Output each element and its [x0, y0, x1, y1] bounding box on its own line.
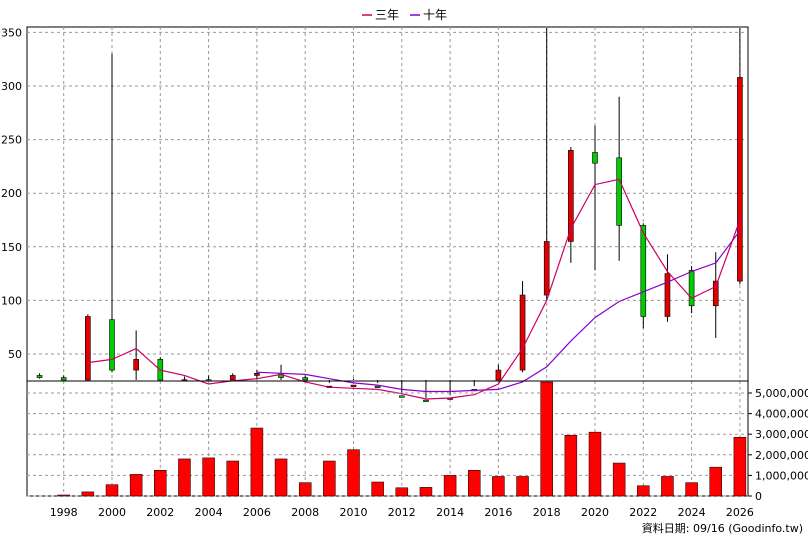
volume-bar: [443, 475, 457, 497]
year-tick-label: 2016: [484, 506, 512, 519]
volume-bar: [226, 460, 239, 497]
volume-bar: [371, 481, 384, 497]
candle-body-up: [133, 359, 139, 371]
volume-bar: [347, 449, 360, 497]
candle-body-up: [495, 369, 502, 381]
candle-body-up: [543, 241, 550, 296]
volume-bar: [492, 476, 505, 497]
candle-body-up: [519, 294, 526, 371]
ma-10y-line: [256, 230, 741, 393]
candle-body-up: [712, 280, 719, 307]
volume-tick-label: 0: [755, 490, 762, 503]
volume-bar: [419, 487, 433, 497]
volume-bar: [154, 470, 167, 497]
volume-bar: [298, 482, 312, 497]
volume-bar: [178, 458, 191, 497]
year-tick-label: 2002: [146, 506, 174, 519]
volume-bar: [274, 458, 288, 497]
volume-bar: [685, 482, 698, 497]
ma-3y-line: [87, 178, 741, 400]
chart-legend: 三年 十年: [362, 8, 447, 22]
year-tick-label: 2020: [581, 506, 609, 519]
price-tick-label: 200: [1, 187, 22, 200]
candle-body-up: [737, 77, 743, 282]
year-axis: 1998 2000 2002 2004 2006 2008 2010 2012 2014 2016…: [50, 506, 754, 519]
volume-bar: [323, 460, 336, 497]
candle-body-down: [109, 319, 115, 371]
volume-tick-label: 1,000,000: [755, 469, 808, 482]
volume-bar: [202, 457, 215, 497]
price-panel: 50100150200250300350400450500550600650: [1, 26, 749, 496]
year-tick-label: 2018: [533, 506, 561, 519]
volume-bar: [81, 491, 95, 497]
candle-body-up: [664, 273, 671, 317]
candle-body-down: [640, 225, 647, 317]
volume-bar: [733, 437, 747, 497]
candle-body-up: [229, 375, 236, 381]
candle-body-down: [423, 399, 429, 402]
price-tick-label: 250: [1, 134, 22, 147]
year-tick-label: 2004: [195, 506, 223, 519]
year-tick-label: 2000: [98, 506, 126, 519]
candle-body-up: [350, 384, 357, 387]
year-tick-label: 2024: [678, 506, 706, 519]
volume-bar: [709, 466, 722, 497]
volume-bar: [516, 476, 529, 497]
volume-tick-label: 2,000,000: [755, 449, 808, 462]
volume-bar: [395, 487, 409, 497]
legend-label: 三年: [375, 8, 399, 22]
volume-bar: [661, 476, 674, 497]
candle-body-up: [85, 316, 91, 381]
candle-body-up: [568, 150, 574, 242]
candle-body-down: [374, 385, 381, 388]
volume-tick-label: 5,000,000: [755, 387, 808, 400]
candle-body-down: [616, 157, 622, 226]
price-tick-label: 300: [1, 80, 22, 93]
volume-tick-label: 3,000,000: [755, 428, 808, 441]
legend-label: 十年: [423, 8, 447, 22]
price-tick-label: 150: [1, 241, 22, 254]
volume-bar: [105, 484, 119, 497]
volume-bar: [468, 470, 481, 497]
year-tick-label: 2010: [340, 506, 368, 519]
volume-bar: [612, 462, 626, 497]
candle-body-down: [592, 152, 598, 164]
volume-bar: [57, 494, 70, 497]
price-tick-label: 50: [8, 348, 22, 361]
volume-bar: [588, 431, 602, 497]
volume-bar: [637, 485, 650, 497]
candle-body-down: [36, 375, 43, 378]
candle-body-down: [688, 270, 695, 307]
candle-body-down: [302, 377, 309, 381]
candle-body-down: [60, 377, 67, 381]
price-plot-frame: [26, 26, 749, 382]
price-tick-label: 100: [1, 294, 22, 307]
volume-bar: [564, 434, 578, 497]
candle-body-up: [254, 372, 260, 376]
volume-tick-label: 4,000,000: [755, 408, 808, 421]
volume-bar: [129, 474, 143, 497]
volume-panel: 0 1,000,000 2,000,000 3,000,000 4,000,000 5,0…: [26, 380, 808, 503]
year-tick-label: 2012: [388, 506, 416, 519]
volume-bar: [250, 427, 264, 497]
year-tick-label: 1998: [50, 506, 78, 519]
data-date-footer: 資料日期: 09/16 (Goodinfo.tw): [642, 521, 803, 535]
price-tick-label: 350: [1, 26, 22, 39]
year-tick-label: 2026: [726, 506, 754, 519]
year-tick-label: 2008: [291, 506, 319, 519]
year-tick-label: 2014: [436, 506, 464, 519]
year-tick-label: 2006: [243, 506, 271, 519]
year-tick-label: 2022: [629, 506, 657, 519]
volume-bar: [540, 381, 553, 497]
candle-body-down: [398, 395, 405, 398]
